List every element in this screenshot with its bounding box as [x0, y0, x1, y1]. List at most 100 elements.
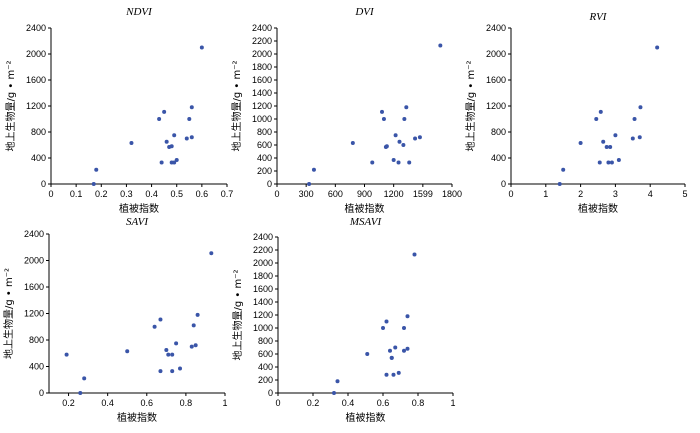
y-tick-label: 800	[258, 336, 273, 346]
x-tick-label: 1	[222, 398, 227, 408]
data-point	[191, 323, 196, 328]
y-tick-label: 400	[258, 362, 273, 372]
data-point	[172, 160, 177, 165]
data-point	[604, 144, 609, 149]
y-tick-label: 400	[491, 153, 506, 163]
x-tick-label: 5	[682, 189, 687, 199]
data-point	[381, 117, 386, 121]
x-tick-label: 0.8	[180, 398, 193, 408]
y-axis-title: 地上生物量/g • m⁻²	[231, 269, 244, 360]
x-tick-label: 0.2	[95, 189, 108, 199]
data-point	[380, 109, 384, 114]
data-point	[405, 314, 410, 319]
x-axis-title: 植被指数	[578, 202, 618, 215]
data-point	[157, 117, 162, 121]
y-tick-label: 2200	[252, 36, 272, 46]
data-point	[407, 160, 412, 165]
y-tick-label: 1600	[24, 282, 44, 292]
data-point	[172, 133, 177, 138]
data-point	[164, 347, 169, 352]
y-tick-label: 800	[29, 335, 44, 345]
data-point	[396, 160, 401, 165]
y-tick-label: 1200	[252, 101, 272, 111]
y-tick-label: 2000	[252, 49, 272, 59]
data-point	[613, 133, 618, 138]
y-tick-label: 1400	[252, 88, 272, 98]
data-point	[152, 324, 157, 329]
data-point	[396, 370, 401, 375]
x-tick-label: 1	[450, 398, 455, 408]
x-tick-label: 0.4	[342, 398, 355, 408]
data-point	[601, 139, 606, 144]
y-tick-label: 200	[257, 166, 272, 176]
x-tick-label: 0.6	[196, 189, 209, 199]
x-tick-label: 300	[299, 189, 314, 199]
y-tick-label: 2400	[486, 23, 506, 33]
data-point	[159, 160, 164, 165]
data-point	[397, 139, 402, 144]
y-tick-label: 2400	[26, 23, 46, 33]
data-point	[64, 352, 69, 357]
data-point	[158, 369, 163, 374]
data-point	[638, 105, 643, 110]
x-axis-title: 植被指数	[346, 411, 386, 424]
y-tick-label: 400	[257, 153, 272, 163]
data-point	[184, 136, 189, 141]
x-tick-label: 0.4	[145, 189, 158, 199]
x-axis-title: 植被指数	[117, 411, 157, 424]
y-tick-label: 2000	[253, 258, 273, 268]
data-point	[405, 346, 410, 351]
y-tick-label: 2000	[486, 49, 506, 59]
y-tick-label: 2400	[253, 232, 273, 242]
data-point	[189, 105, 194, 110]
x-tick-label: 0.1	[70, 189, 83, 199]
panel-msavi: 0 0.2 0.4 0.6 0.8 1 0 200 400 600 800 1000 1200 1400 1…	[231, 216, 456, 424]
data-point	[393, 133, 398, 138]
x-tick-label: 1800	[442, 189, 462, 199]
x-tick-label: 2	[578, 189, 583, 199]
data-point	[402, 348, 406, 353]
y-tick-label: 1600	[26, 75, 46, 85]
data-point	[417, 135, 422, 140]
y-tick-label: 1200	[253, 310, 273, 320]
data-point	[189, 135, 194, 140]
data-point	[632, 117, 637, 121]
y-tick-label: 400	[31, 153, 46, 163]
data-point	[170, 352, 175, 357]
y-tick-label: 0	[268, 388, 273, 398]
data-point	[209, 251, 214, 256]
y-tick-label: 600	[258, 349, 273, 359]
data-point	[195, 312, 200, 317]
x-tick-label: 0.3	[120, 189, 133, 199]
data-point	[401, 143, 406, 147]
data-point	[391, 372, 396, 377]
data-point	[170, 369, 175, 374]
y-tick-label: 2000	[26, 49, 46, 59]
panel-title: MSAVI	[349, 216, 383, 228]
data-point	[388, 348, 392, 353]
x-axis-title: 植被指数	[119, 202, 159, 215]
y-tick-label: 2200	[253, 245, 273, 255]
y-tick-label: 0	[41, 179, 46, 189]
data-point	[158, 317, 163, 322]
data-point	[189, 344, 194, 349]
y-tick-label: 400	[29, 362, 44, 372]
data-point	[598, 109, 603, 114]
data-point	[391, 157, 396, 162]
y-tick-label: 0	[39, 388, 44, 398]
data-point	[164, 139, 169, 144]
x-tick-label: 1599	[413, 189, 433, 199]
panel-savi: 0.2 0.4 0.6 0.8 1 0 400 800 1200 1600 2000 2400 SAVI…	[2, 216, 228, 424]
data-point	[91, 182, 96, 186]
x-tick-label: 0	[48, 189, 53, 199]
data-point	[557, 182, 562, 186]
x-axis-title: 植被指数	[345, 202, 385, 215]
data-point	[561, 167, 566, 172]
y-tick-label: 1000	[253, 323, 273, 333]
y-tick-label: 1600	[486, 75, 506, 85]
x-tick-label: 600	[328, 189, 343, 199]
data-point	[384, 319, 389, 324]
x-tick-label: 0.2	[62, 398, 75, 408]
y-tick-label: 2400	[252, 23, 272, 33]
